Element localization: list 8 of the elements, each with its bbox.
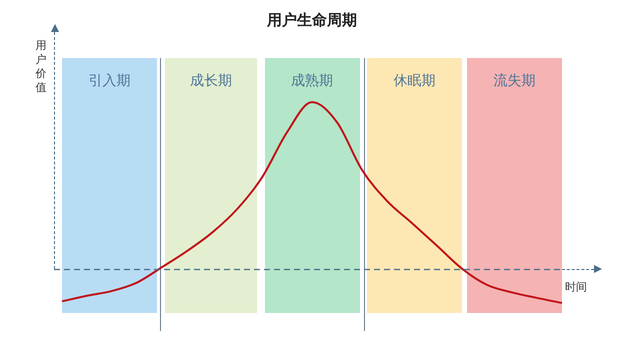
x-axis-title: 时间 bbox=[565, 280, 587, 294]
y-axis-title: 用户价值 bbox=[34, 38, 46, 94]
text: 成熟期 bbox=[291, 73, 333, 89]
text: 流失期 bbox=[494, 73, 536, 89]
text: 引入期 bbox=[88, 73, 130, 89]
chart-title: 用户生命周期 bbox=[266, 10, 357, 29]
text: 休眠期 bbox=[394, 73, 436, 89]
text: 成长期 bbox=[190, 73, 232, 89]
